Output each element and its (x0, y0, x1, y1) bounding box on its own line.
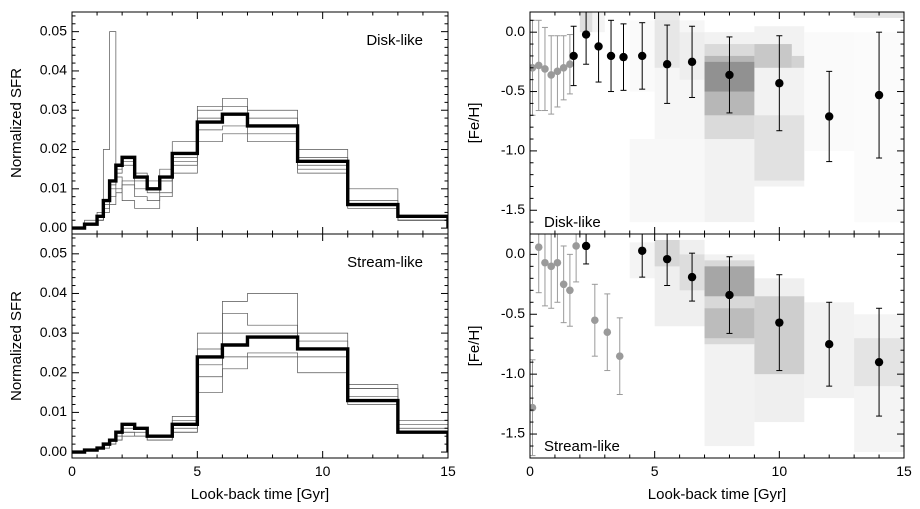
panel-bottom-left-sfr-stream: 0.00 0.01 0.02 0.03 0.04 0.05 0 5 10 15 Look-back … (8, 233, 456, 503)
black-point (662, 60, 672, 69)
thin-sfr-histogram-1 (72, 31, 448, 229)
black-point (874, 357, 884, 367)
black-point (775, 318, 784, 327)
density-cell (754, 44, 792, 68)
black-point (687, 272, 697, 282)
panel-top-right-feh-disk: 0.0 -0.5 -1.0 -1.5 [Fe/H] Disk-like (466, 11, 905, 235)
black-point (638, 51, 647, 61)
y-tick-label: -1.0 (501, 365, 525, 381)
x-axis-label: Look-back time [Gyr] (648, 486, 786, 503)
thin-sfr-histogram-5 (72, 312, 448, 453)
y-tick-label: 0.05 (40, 245, 67, 261)
gray-point (559, 63, 568, 72)
panel-frame (529, 233, 905, 459)
panel-frame (71, 233, 449, 459)
panel-bottom-right-feh-stream: 0.0 -0.5 -1.0 -1.5 0 5 10 15 Look-back time [Gyr… (466, 233, 912, 503)
black-point (638, 246, 647, 255)
gray-point (591, 316, 599, 325)
panel-annotation: Stream-like (347, 254, 423, 271)
gray-point (553, 258, 562, 267)
black-point (581, 241, 591, 251)
density-cell (629, 139, 705, 223)
y-tick-label: -0.5 (501, 82, 525, 98)
plot-area (530, 234, 904, 457)
plot-area (72, 31, 448, 230)
panel-annotation: Disk-like (366, 32, 423, 49)
y-tick-label: 0.05 (40, 22, 67, 38)
y-tick-label: 0.0 (506, 245, 526, 261)
plot-area (72, 293, 448, 454)
black-point (594, 42, 603, 51)
gray-point (534, 243, 543, 251)
thin-sfr-histogram-4 (72, 356, 448, 453)
y-tick-label: 0.0 (506, 23, 526, 39)
black-point (606, 51, 616, 61)
y-tick-label: 0.01 (40, 180, 67, 196)
plot-area (530, 12, 904, 223)
x-tick-label: 0 (526, 463, 534, 479)
y-axis-label: [Fe/H] (466, 103, 483, 144)
black-point (825, 112, 834, 121)
x-tick-label: 10 (772, 463, 788, 479)
y-axis-label: [Fe/H] (466, 326, 483, 367)
black-point (581, 30, 591, 39)
density-cell (791, 55, 805, 68)
black-point (874, 90, 884, 100)
gray-point (534, 61, 543, 70)
gray-point (553, 67, 562, 76)
y-tick-label: 0.00 (40, 219, 67, 235)
mean-sfr-histogram (72, 335, 448, 454)
gray-point (547, 71, 555, 79)
y-tick-label: 0.02 (40, 140, 67, 156)
x-tick-label: 5 (193, 463, 201, 479)
gray-point (541, 258, 549, 267)
thin-sfr-histogram-2 (72, 332, 448, 453)
y-tick-label: -0.5 (501, 305, 525, 321)
x-axis-label: Look-back time [Gyr] (191, 486, 329, 503)
gray-point (615, 352, 624, 360)
thin-sfr-histogram-3 (72, 113, 448, 229)
y-tick-label: -1.5 (501, 201, 525, 217)
x-tick-label: 15 (440, 463, 456, 479)
x-tick-label: 5 (651, 463, 659, 479)
mean-sfr-histogram (72, 112, 448, 230)
black-point (825, 340, 834, 349)
gray-point (572, 242, 580, 250)
x-tick-label: 15 (896, 463, 912, 479)
y-tick-label: 0.03 (40, 324, 67, 340)
black-point (619, 52, 628, 62)
panel-annotation: Stream-like (544, 438, 620, 455)
black-point (662, 254, 672, 264)
panel-annotation: Disk-like (544, 214, 601, 231)
y-axis-label: Normalized SFR (8, 291, 25, 401)
y-tick-label: -1.0 (501, 142, 525, 158)
gray-point (566, 286, 574, 295)
y-tick-label: 0.04 (40, 62, 67, 78)
y-tick-label: 0.00 (40, 443, 67, 459)
black-point (775, 79, 784, 88)
gray-point (547, 262, 555, 271)
gray-point (559, 280, 568, 289)
gray-point (566, 60, 574, 69)
y-tick-label: 0.03 (40, 101, 67, 117)
black-point (569, 51, 578, 61)
y-tick-label: -1.5 (501, 425, 525, 441)
black-point (725, 70, 734, 80)
black-point (687, 57, 697, 67)
black-point (725, 290, 734, 300)
x-tick-label: 10 (315, 463, 331, 479)
gray-point (541, 65, 549, 73)
thin-sfr-histogram-3 (72, 352, 448, 453)
y-tick-label: 0.01 (40, 403, 67, 419)
x-tick-label: 0 (68, 463, 76, 479)
gray-point (603, 328, 612, 337)
panel-top-left-sfr-disk: 0.00 0.01 0.02 0.03 0.04 0.05 Normalized SFR Di… (8, 11, 449, 235)
y-tick-label: 0.02 (40, 363, 67, 379)
y-axis-label: Normalized SFR (8, 68, 25, 178)
y-tick-label: 0.04 (40, 284, 67, 300)
thin-sfr-histogram-4 (72, 125, 448, 229)
